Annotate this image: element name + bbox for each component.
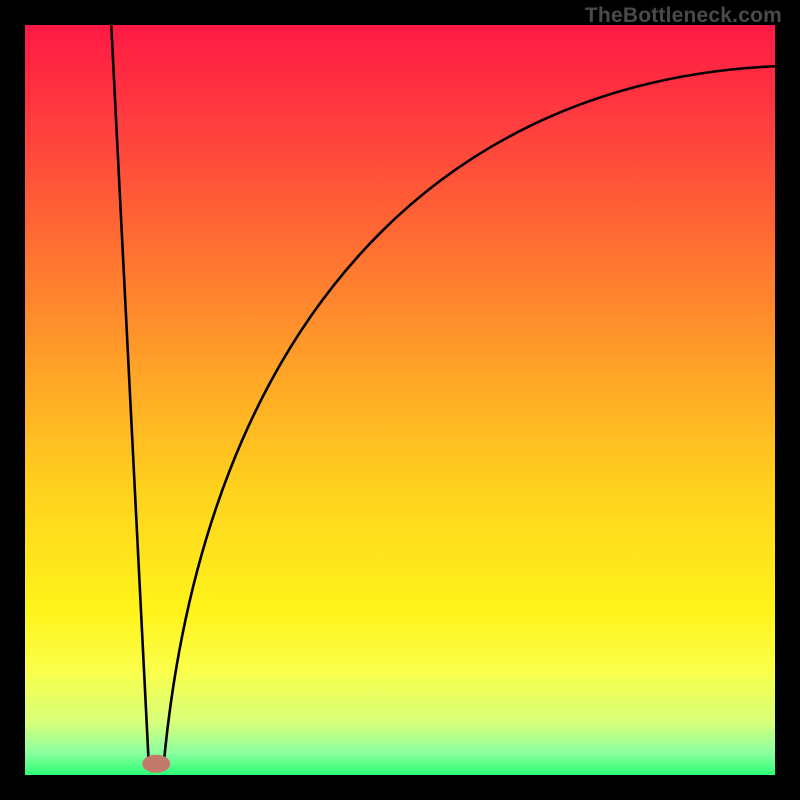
plot-background <box>25 25 775 775</box>
chart-svg <box>0 0 800 800</box>
chart-stage: TheBottleneck.com <box>0 0 800 800</box>
watermark-text: TheBottleneck.com <box>585 4 782 28</box>
valley-marker <box>142 755 170 773</box>
